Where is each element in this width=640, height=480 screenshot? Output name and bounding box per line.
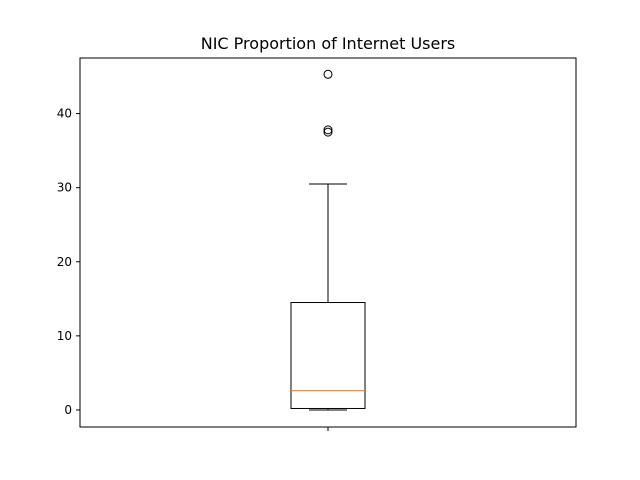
outlier-point xyxy=(323,125,333,135)
y-tick-label: 30 xyxy=(57,181,72,195)
outlier-point xyxy=(323,69,333,79)
outlier-point xyxy=(323,127,333,137)
axes-frame xyxy=(79,57,577,428)
y-tick-label: 40 xyxy=(57,107,72,121)
y-tick-label: 10 xyxy=(57,329,72,343)
chart-title: NIC Proportion of Internet Users xyxy=(201,34,456,53)
y-tick-label: 0 xyxy=(64,403,72,417)
plot-area: 0 10 20 30 40 xyxy=(57,69,366,431)
y-tick-label: 20 xyxy=(57,255,72,269)
iqr-box xyxy=(290,302,366,409)
